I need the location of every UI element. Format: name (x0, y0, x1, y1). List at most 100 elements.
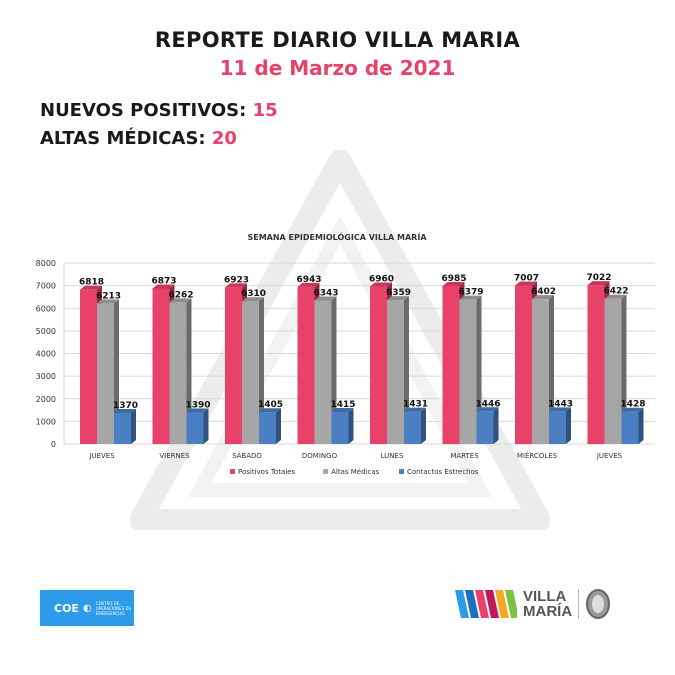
vm-logo-text: VILLA MARÍA (523, 589, 572, 619)
divider (578, 589, 580, 619)
bar-side (549, 295, 554, 444)
stat-label: NUEVOS POSITIVOS: (40, 100, 247, 121)
bar (152, 288, 170, 444)
bar (314, 300, 332, 444)
data-label: 6379 (458, 288, 483, 298)
bar (442, 285, 460, 444)
x-tick-label: MARTES (450, 452, 479, 460)
bar (331, 411, 349, 444)
logo-stripe (485, 590, 499, 618)
y-tick-label: 7000 (36, 282, 56, 291)
bar-side (493, 407, 499, 444)
bar-top (97, 299, 119, 304)
bar-top (587, 281, 610, 286)
logo-stripe (465, 590, 479, 618)
x-tick-label: DOMINGO (302, 452, 338, 460)
bar-top (297, 282, 320, 287)
report-title: REPORTE DIARIO VILLA MARIA (154, 28, 521, 52)
bar (186, 412, 204, 444)
villa-maria-logo: VILLA MARÍA (455, 588, 611, 620)
bar-side (476, 295, 482, 444)
data-label: 1446 (475, 399, 500, 409)
logo-stripe (455, 590, 469, 618)
bar (549, 411, 566, 444)
bar-top (169, 298, 192, 303)
x-tick-label: LUNES (381, 452, 404, 460)
bar (587, 285, 605, 444)
bar (242, 301, 259, 444)
legend-label: Positivos Totales (238, 468, 295, 476)
bar-top (549, 407, 571, 412)
bar-side (186, 298, 192, 444)
chart-title: SEMANA EPIDEMIOLÓGICA VILLA MARÍA (247, 231, 427, 242)
bar (297, 286, 315, 444)
data-label: 1390 (185, 401, 210, 411)
coe-logo-text: COE (54, 601, 79, 615)
x-tick-label: VIERNES (159, 452, 190, 460)
bar (387, 300, 404, 444)
data-label: 7007 (514, 273, 539, 283)
data-label: 6873 (151, 276, 176, 286)
vm-line1: VILLA (523, 588, 567, 605)
data-label: 1431 (403, 400, 428, 410)
data-label: 1428 (620, 400, 645, 410)
bar (404, 411, 421, 444)
bar-top (387, 296, 409, 301)
new-positives-stat: NUEVOS POSITIVOS: 15 (40, 100, 278, 121)
y-tick-label: 4000 (36, 350, 56, 359)
bar-side (404, 296, 409, 444)
legend-label: Contactos Estrechos (407, 468, 479, 476)
bar (114, 413, 131, 444)
vm-stripes-icon (455, 590, 517, 618)
y-tick-label: 3000 (36, 372, 56, 381)
bar-top (604, 294, 627, 299)
bar-top (515, 281, 537, 286)
bar-chart: SEMANA EPIDEMIOLÓGICA VILLA MARÍA 0 1000 20… (36, 231, 655, 476)
bar (259, 412, 276, 444)
bar-top (242, 297, 264, 302)
data-label: 6943 (296, 275, 321, 285)
bar-top (331, 407, 354, 412)
x-tick-label: MIÉRCOLES (517, 451, 558, 460)
municipal-seal-icon (586, 589, 611, 619)
y-tick-label: 5000 (36, 327, 56, 336)
bar (476, 411, 494, 444)
bar (515, 285, 532, 444)
legend-swatch (399, 469, 404, 474)
bar-top (259, 408, 281, 413)
bar-top (532, 295, 554, 300)
logo-stripe (495, 590, 509, 618)
y-tick-label: 1000 (36, 417, 56, 426)
x-tick-label: JUEVES (596, 452, 623, 460)
bar (225, 287, 242, 444)
data-label: 6818 (79, 278, 104, 288)
bar-side (203, 408, 209, 444)
legend-swatch (230, 469, 235, 474)
bar-side (331, 296, 337, 444)
data-label: 1370 (113, 401, 138, 411)
data-label: 6985 (441, 274, 466, 284)
data-label: 1443 (548, 399, 573, 409)
x-tick-label: JUEVES (88, 452, 115, 460)
data-label: 6310 (241, 289, 266, 299)
coe-logo: COE ◐ CENTRO DE OPERACIONES DE EMERGENCI… (40, 590, 134, 626)
bar-top (225, 283, 247, 288)
bar (604, 298, 622, 444)
bar (370, 286, 387, 444)
y-tick-label: 2000 (36, 395, 56, 404)
bar-top (621, 407, 644, 412)
bar-side (114, 299, 119, 444)
bar-side (421, 407, 426, 444)
data-label: 6213 (96, 291, 121, 301)
bar-side (131, 409, 136, 444)
bar (169, 302, 187, 444)
medical-discharges-stat: ALTAS MÉDICAS: 20 (40, 128, 237, 149)
bar (80, 289, 97, 444)
y-tick-label: 6000 (36, 304, 56, 313)
bar (459, 299, 477, 444)
report-date: 11 de Marzo de 2021 (219, 56, 456, 80)
bar-side (348, 407, 354, 444)
bar (532, 299, 549, 444)
logo-stripe (505, 590, 517, 618)
